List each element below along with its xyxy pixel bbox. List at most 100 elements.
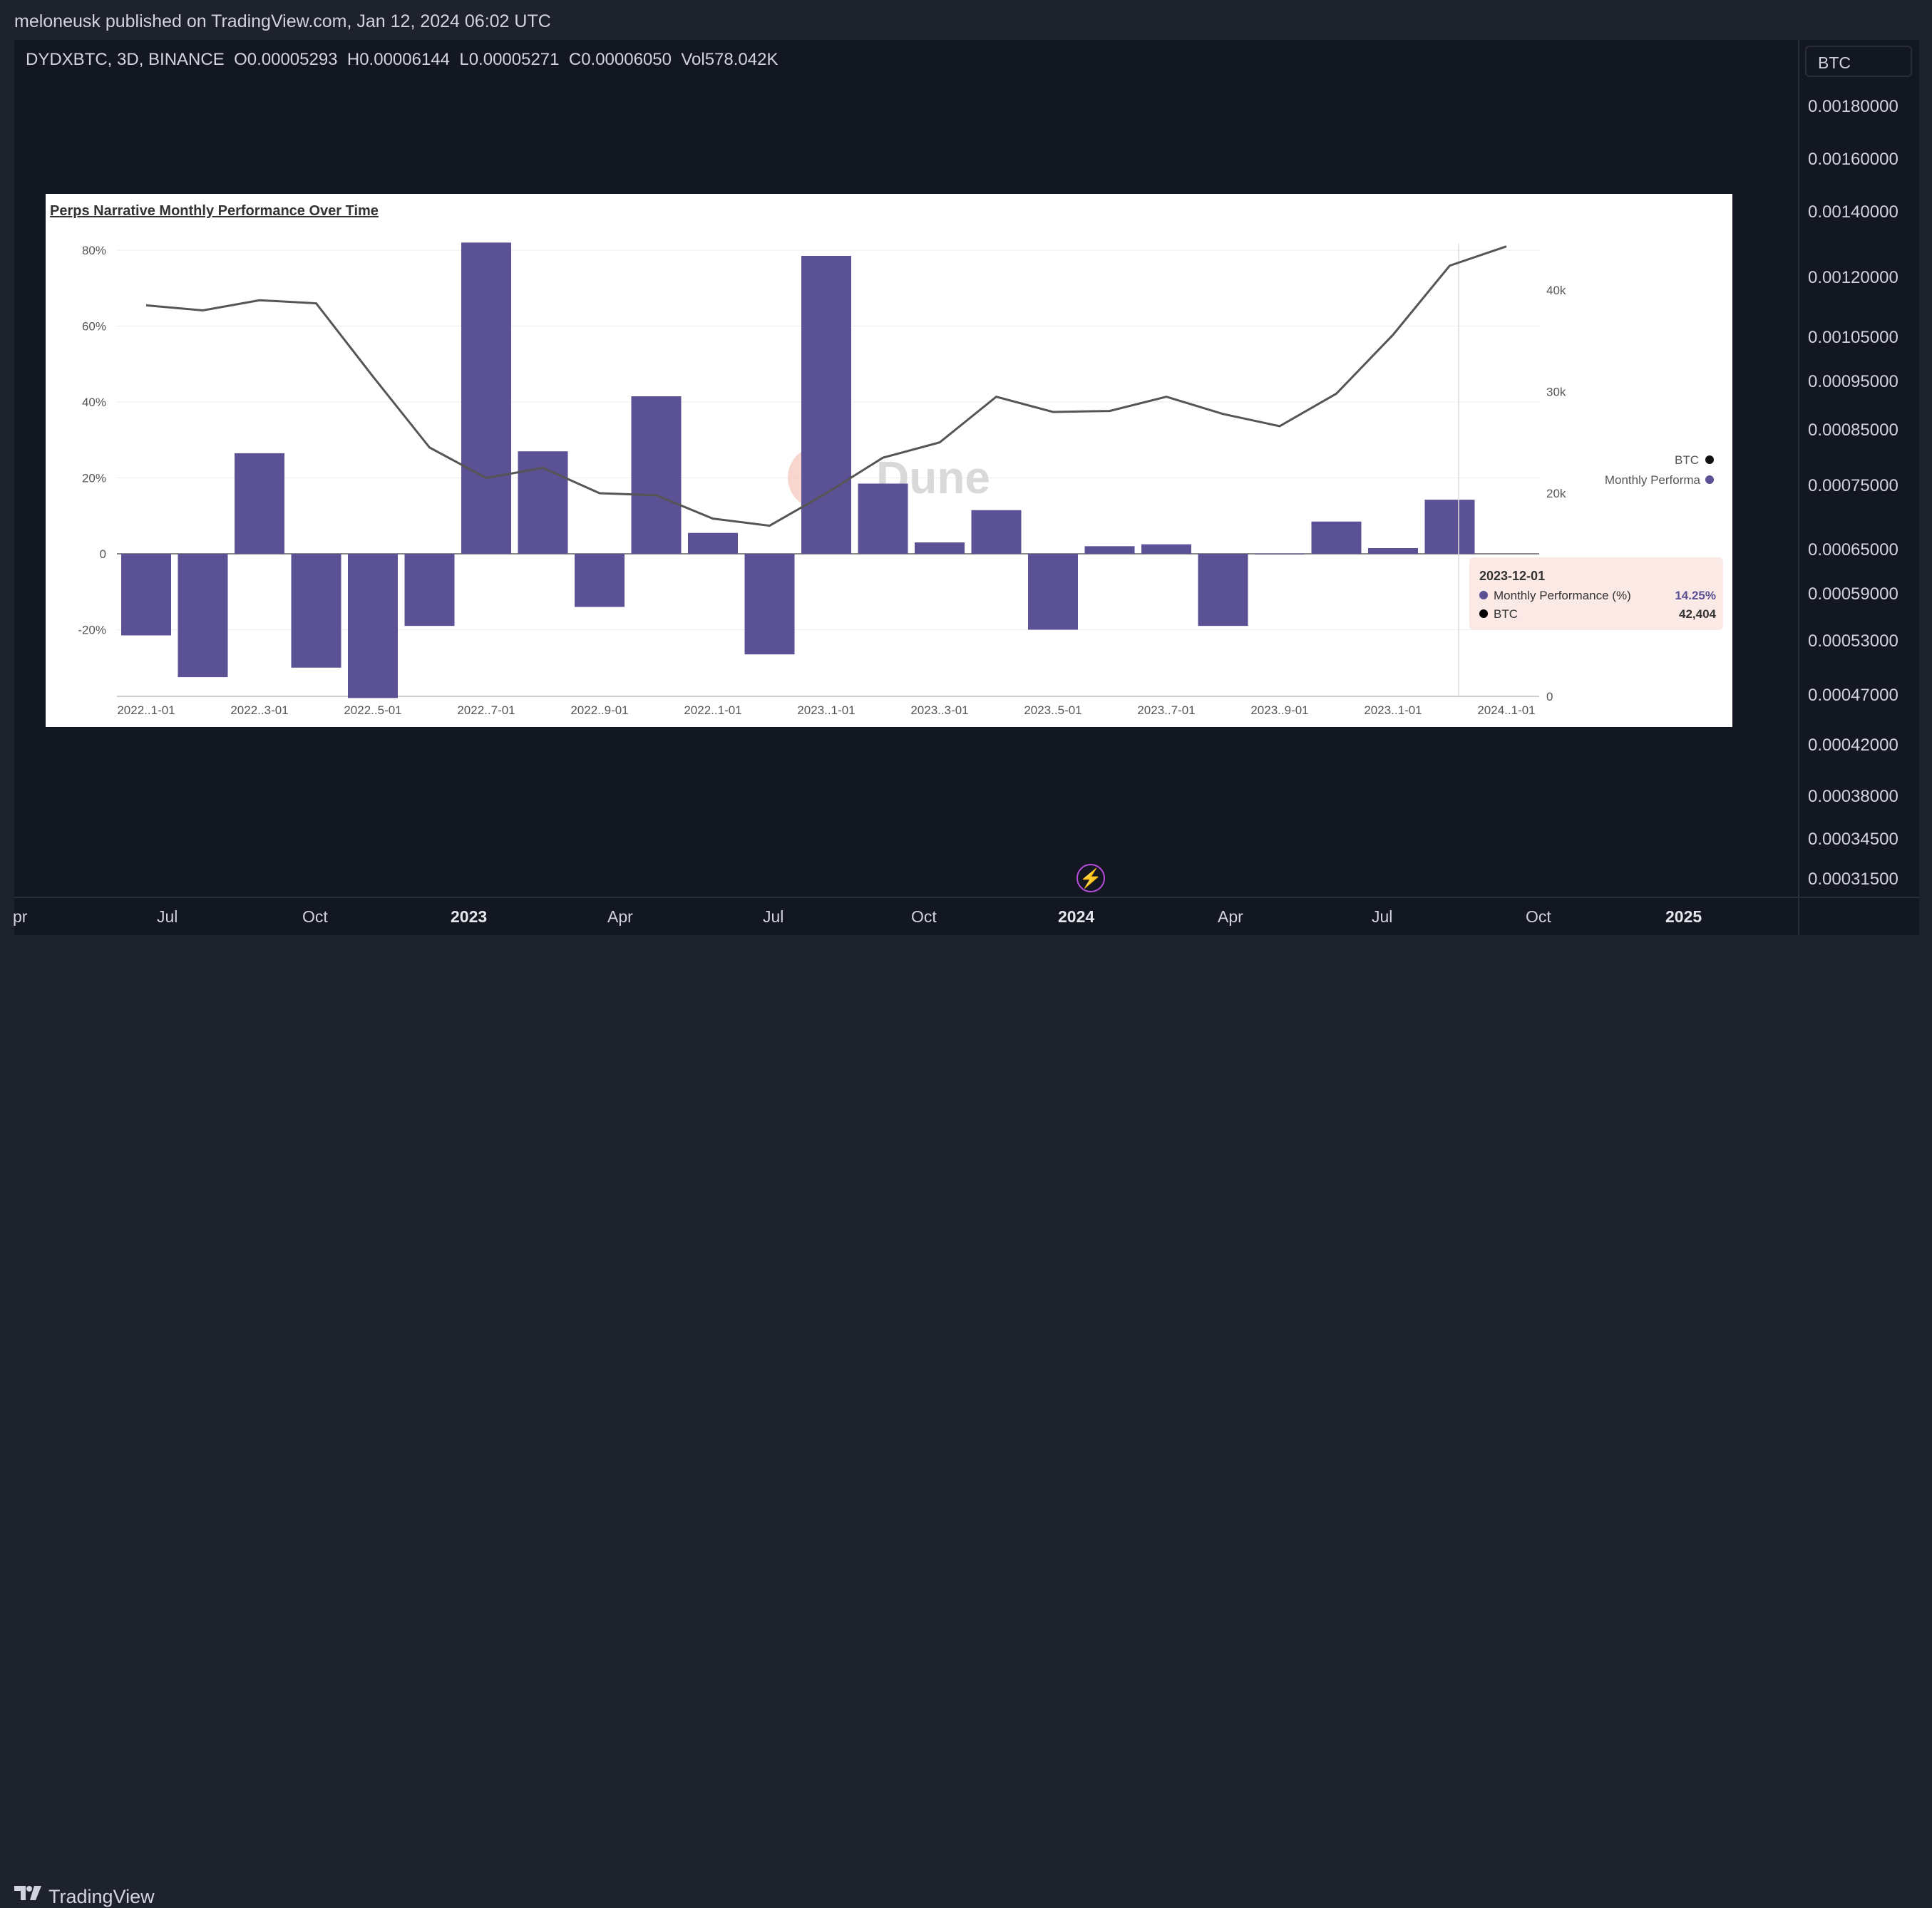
top-bar: meloneusk published on TradingView.com, … [0,0,1932,40]
price-scale[interactable] [1798,40,1919,897]
price-label: 0.00065000 [1808,540,1898,559]
legend-dot [1705,475,1714,484]
time-label: Jul [1372,907,1393,926]
x-tick: 2022..7-01 [457,703,515,717]
price-label: 0.00047000 [1808,686,1898,705]
price-label: 0.00059000 [1808,584,1898,604]
bar [1255,554,1305,555]
tooltip-label: Monthly Performance (%) [1494,589,1631,602]
time-label: pr [13,907,28,926]
tooltip-dot [1479,591,1488,599]
price-label: 0.00140000 [1808,202,1898,222]
legend-high: H0.00006144 [346,50,451,69]
bar [801,255,851,554]
tooltip-box [1469,557,1723,630]
publisher-text: meloneusk published on TradingView.com, … [14,11,551,31]
symbol-legend: DYDXBTC, 3D, BINANCE O0.00005293 H0.0000… [26,50,778,70]
bar [178,554,228,678]
bar [461,242,511,554]
price-label: 0.00180000 [1808,97,1898,116]
btc-line [145,245,1507,527]
bar [1424,500,1475,554]
time-label: Apr [607,907,633,926]
time-label: Jul [763,907,784,926]
price-label: 0.00075000 [1808,476,1898,495]
price-label: 0.00160000 [1808,150,1898,169]
tooltip-date: 2023-12-01 [1479,569,1545,583]
tooltip-value: 14.25% [1675,589,1716,602]
bar [915,542,965,554]
bar [1198,554,1248,626]
legend-symbol[interactable]: DYDXBTC, 3D, BINANCE [26,50,225,69]
x-tick: 2022..3-01 [230,703,288,717]
bar [575,554,625,607]
x-tick: 2024..1-01 [1477,703,1535,717]
tooltip-dot [1479,609,1488,618]
lightning-icon[interactable]: ⚡ [1077,864,1105,892]
tooltip-label: BTC [1494,607,1518,621]
price-label: 0.00105000 [1808,328,1898,347]
x-tick: 2023..1-01 [797,703,855,717]
x-tick: 2022..5-01 [344,703,401,717]
bar [1311,521,1362,554]
legend-label: Monthly Performa [1605,473,1701,487]
currency-selector[interactable]: BTC [1805,46,1912,77]
dune-chart-image: Perps Narrative Monthly Performance Over… [46,194,1732,727]
bar [1368,548,1418,554]
y-tick-right: 40k [1546,284,1566,297]
legend-dot [1705,455,1714,464]
legend-close: C0.00006050 [568,50,672,69]
y-tick-right: 20k [1546,487,1566,500]
x-tick: 2023..5-01 [1024,703,1081,717]
price-label: 0.00085000 [1808,421,1898,440]
legend-label: BTC [1675,453,1699,467]
y-tick-left: 60% [82,320,106,334]
bar [291,554,341,668]
x-tick: 2022..1-01 [684,703,741,717]
chart-title: Perps Narrative Monthly Performance Over… [50,203,379,219]
bar [1084,546,1135,554]
axis-corner [1798,897,1919,937]
bar [744,554,795,655]
bar [1141,544,1191,554]
tooltip-value: 42,404 [1679,607,1717,621]
price-label: 0.00042000 [1808,736,1898,755]
time-axis[interactable] [14,897,1798,937]
bar [518,451,568,554]
time-label: Oct [1526,907,1551,926]
bar [631,396,682,554]
price-label: 0.00031500 [1808,870,1898,889]
brand-name: TradingView [48,1886,155,1907]
y-tick-left: 20% [82,472,106,485]
legend-low: L0.00005271 [459,50,560,69]
time-label: Oct [302,907,328,926]
bar [688,532,738,554]
bar [348,554,398,698]
y-tick-left: -20% [78,624,106,637]
time-label: Oct [911,907,937,926]
y-tick-left: 0 [100,547,106,561]
bar [404,554,455,626]
time-label: 2024 [1058,907,1095,926]
price-label: 0.00120000 [1808,268,1898,287]
bar [858,483,908,554]
x-tick: 2022..9-01 [570,703,628,717]
price-label: 0.00095000 [1808,372,1898,391]
y-tick-left: 80% [82,244,106,257]
time-label: 2023 [451,907,488,926]
time-label: Jul [157,907,178,926]
y-tick-right: 0 [1546,690,1553,703]
price-label: 0.00034500 [1808,830,1898,849]
bar [971,510,1022,554]
tradingview-logo-icon [14,1886,41,1900]
legend-volume: Vol578.042K [681,50,779,69]
y-tick-left: 40% [82,396,106,409]
x-tick: 2022..1-01 [117,703,175,717]
y-tick-right: 30k [1546,386,1566,399]
x-tick: 2023..1-01 [1364,703,1422,717]
bottom-bar: TradingView [0,935,1932,1907]
bar [121,554,171,636]
x-tick: 2023..3-01 [910,703,968,717]
price-label: 0.00053000 [1808,631,1898,651]
price-label: 0.00038000 [1808,787,1898,806]
